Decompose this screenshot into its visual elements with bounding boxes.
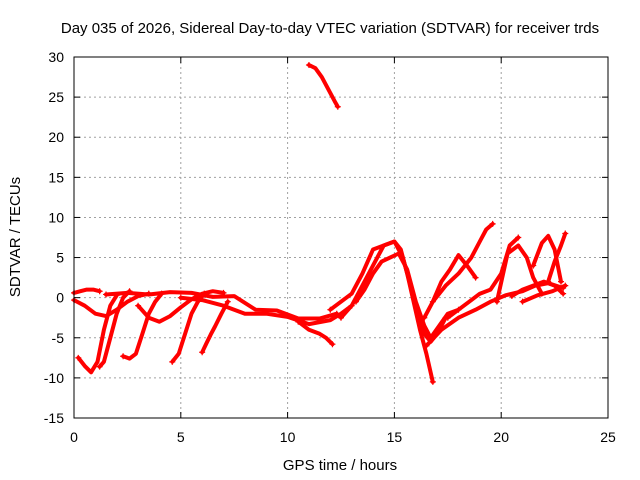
data-point [169,358,176,365]
data-point [135,302,142,309]
data-point [334,103,341,110]
series-sat-l [305,62,341,110]
axis-ticks: 0 5 10 15 20 25 -15 -10 -5 0 5 10 15 20 25 30 [44,49,616,445]
plot-frame [73,56,609,419]
data-point [338,314,344,321]
y-tick-label: -10 [44,370,64,386]
x-tick-label: 20 [493,429,509,445]
series-sat-x [519,282,569,305]
x-axis-label: GPS time / hours [283,457,397,474]
series-line [430,221,495,304]
y-tick-label: -15 [44,410,64,426]
y-tick-label: -5 [52,330,65,346]
data-point [177,294,184,301]
data-series [71,62,569,385]
data-point [352,298,359,305]
data-point [429,298,436,305]
series-line [200,299,230,355]
data-point [493,298,500,305]
data-point [489,220,496,227]
series-sat-i [199,298,231,356]
data-point [560,290,567,297]
series-line [72,291,151,319]
grid-lines [74,57,608,418]
y-tick-label: 30 [48,49,64,65]
data-point [220,289,227,296]
series-line [76,293,119,375]
y-tick-label: 25 [48,89,64,105]
data-point [444,314,451,321]
data-point [224,298,231,305]
x-tick-label: 5 [177,429,185,445]
data-point [558,278,565,285]
y-axis-label: SDTVAR / TECUs [7,177,24,297]
y-tick-label: 15 [48,169,64,185]
data-point [515,234,522,241]
y-tick-label: 20 [48,129,64,145]
series-line [494,243,544,304]
series-line [72,287,102,295]
series-sat-w [545,230,569,285]
data-point [329,341,336,348]
data-point [545,278,552,285]
data-point [75,354,82,361]
data-point [519,298,526,305]
data-point [295,318,302,325]
series-sat-g [135,289,227,324]
data-point [562,282,569,289]
series-line [121,291,164,361]
data-point [120,353,127,360]
series-line [104,290,339,321]
data-point [96,363,103,370]
series-line [445,235,521,320]
chart-title: Day 035 of 2026, Sidereal Day-to-day VTE… [61,20,599,37]
y-tick-label: 10 [48,209,64,225]
data-point [423,342,430,349]
series-line [546,231,568,284]
data-point [429,378,436,385]
series-line [354,251,461,340]
series-sat-k [295,318,336,348]
x-tick-label: 0 [70,429,78,445]
data-point [305,62,312,69]
series-line [509,279,566,299]
series-line [97,289,132,369]
data-point [201,290,208,297]
series-sat-a [71,287,103,296]
series-line [339,239,435,384]
series-line [296,319,335,347]
series-sat-u [508,279,567,300]
y-tick-label: 5 [56,250,64,266]
x-tick-label: 15 [387,429,403,445]
x-tick-label: 25 [600,429,616,445]
series-sat-q [429,220,496,305]
data-point [103,291,110,298]
data-point [96,288,103,295]
data-point [327,306,334,313]
series-line [520,283,568,304]
series-line [178,295,354,327]
data-point [472,274,479,281]
data-point [199,349,206,356]
series-sat-n [338,239,436,385]
data-point [421,314,428,321]
data-point [562,230,569,237]
data-point [508,293,515,300]
data-point [530,262,537,269]
series-sat-s [444,234,522,321]
x-tick-label: 10 [280,429,296,445]
y-tick-label: 0 [56,290,64,306]
series-line [136,289,226,324]
series-line [307,63,340,109]
